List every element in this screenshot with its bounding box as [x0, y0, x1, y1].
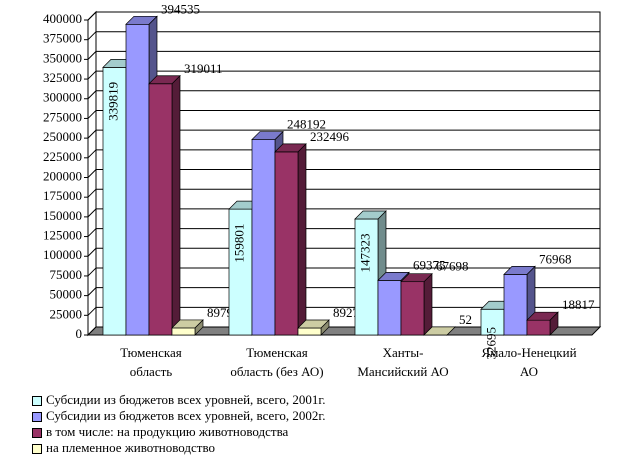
grid-line: [87, 31, 97, 41]
grid-line: [87, 287, 97, 296]
bar-side: [297, 143, 307, 336]
value-label: 159801: [231, 224, 246, 263]
bar-top: [125, 15, 158, 25]
value-label: 147323: [357, 233, 372, 272]
bar-top: [400, 273, 433, 283]
y-tick-label: 175000: [43, 188, 82, 203]
bar-side: [171, 74, 181, 336]
y-tick-label: 75000: [50, 267, 83, 282]
y-tick-label: 0: [76, 326, 83, 341]
bar-top: [503, 266, 536, 275]
y-tick-label: 250000: [43, 129, 82, 144]
y-tick-label: 325000: [43, 70, 82, 85]
x-tick-label: Тюменская область (без АО): [230, 345, 324, 379]
grid-line: [87, 228, 97, 237]
bar: [526, 319, 551, 336]
y-tick-label: 400000: [43, 11, 82, 26]
grid-line: [87, 267, 97, 277]
bar: [148, 83, 173, 336]
bar: [125, 23, 150, 336]
value-label: 69375: [413, 257, 446, 272]
grid-line: [87, 149, 97, 159]
bar-side: [423, 272, 433, 336]
value-label: 232496: [310, 129, 350, 144]
grid-line: [87, 306, 97, 316]
y-tick-label: 125000: [43, 228, 82, 243]
bar-top: [148, 75, 181, 85]
y-tick-label: 100000: [43, 247, 82, 262]
value-label: 67698: [436, 259, 469, 274]
value-label: 32695: [483, 327, 498, 360]
value-label: 76968: [539, 251, 572, 266]
bar: [251, 139, 276, 336]
grid-line: [87, 247, 97, 257]
grid-line: [87, 129, 97, 139]
bar-top: [354, 210, 387, 220]
grid-line: [87, 70, 97, 80]
value-label: 394535: [161, 1, 200, 16]
legend-label: на племенное животноводство: [46, 440, 216, 455]
y-tick-label: 50000: [50, 287, 83, 302]
grid-line: [87, 90, 97, 100]
legend-swatch: [32, 396, 42, 406]
x-tick-label: Ханты- Мансийский АО: [357, 345, 449, 379]
bar-top: [297, 319, 330, 329]
grid-line: [87, 110, 97, 119]
grid-line: [87, 11, 97, 21]
legend-swatch: [32, 444, 42, 454]
x-tick-label: Тюменская область: [120, 345, 182, 379]
x-tick-label: Ямало-Ненецкий АО: [481, 345, 577, 379]
bar-top: [171, 319, 204, 329]
value-label: 8979: [207, 305, 233, 320]
y-tick-label: 25000: [50, 306, 83, 321]
legend-swatch: [32, 412, 42, 422]
bar: [297, 327, 322, 336]
legend-label: в том числе: на продукцию животноводства: [46, 424, 289, 439]
value-label: 339819: [105, 82, 120, 121]
grid-line: [87, 51, 97, 60]
y-tick-label: 200000: [43, 168, 82, 183]
value-label: 18817: [562, 297, 595, 312]
grid-line: [87, 188, 97, 198]
legend-swatch: [32, 428, 42, 438]
bar: [503, 274, 528, 336]
y-tick-label: 350000: [43, 50, 82, 65]
bar: [274, 151, 299, 336]
bar: [377, 280, 402, 336]
value-label: 248192: [287, 117, 326, 132]
bar-top: [526, 311, 559, 321]
bar-top: [274, 143, 307, 153]
bar: [400, 281, 425, 336]
y-tick-label: 275000: [43, 109, 82, 124]
y-tick-label: 225000: [43, 149, 82, 164]
y-tick-label: 375000: [43, 31, 82, 46]
grid-line: [87, 208, 97, 218]
legend-label: Субсидии из бюджетов всех уровней, всего…: [46, 392, 326, 407]
grid-line: [87, 169, 97, 178]
value-label: 8927: [333, 305, 360, 320]
value-label: 319011: [184, 61, 223, 76]
value-label: 52: [459, 312, 472, 327]
bar-top: [423, 326, 456, 336]
y-tick-label: 150000: [43, 208, 82, 223]
legend-label: Субсидии из бюджетов всех уровней, всего…: [46, 408, 326, 423]
bar: [171, 327, 196, 336]
bar-top: [251, 131, 284, 140]
y-tick-label: 300000: [43, 90, 82, 105]
bar-top: [377, 272, 410, 281]
